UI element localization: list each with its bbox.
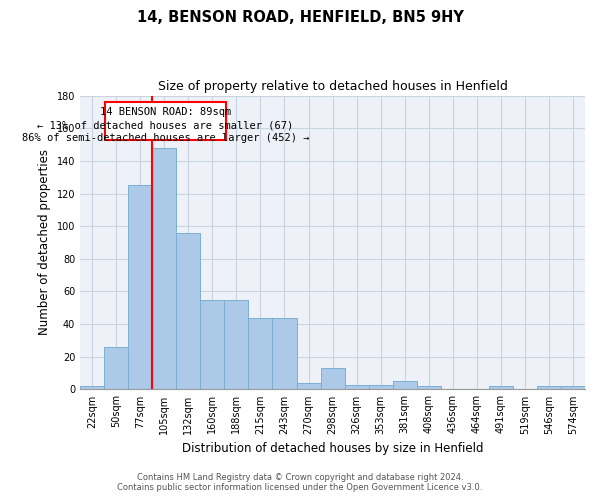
Bar [344, 384, 368, 390]
Bar [128, 186, 152, 390]
Bar [296, 383, 320, 390]
Y-axis label: Number of detached properties: Number of detached properties [38, 150, 51, 336]
Bar [368, 384, 392, 390]
Bar [489, 386, 513, 390]
Bar [537, 386, 561, 390]
Text: 14 BENSON ROAD: 89sqm: 14 BENSON ROAD: 89sqm [100, 107, 231, 117]
Bar [152, 148, 176, 390]
Bar [320, 368, 344, 390]
Text: 14, BENSON ROAD, HENFIELD, BN5 9HY: 14, BENSON ROAD, HENFIELD, BN5 9HY [137, 10, 463, 25]
Bar [200, 300, 224, 390]
Bar [248, 318, 272, 390]
Text: ← 13% of detached houses are smaller (67): ← 13% of detached houses are smaller (67… [37, 120, 293, 130]
Title: Size of property relative to detached houses in Henfield: Size of property relative to detached ho… [158, 80, 508, 93]
Bar [561, 386, 585, 390]
Bar [417, 386, 441, 390]
Text: 86% of semi-detached houses are larger (452) →: 86% of semi-detached houses are larger (… [22, 133, 309, 143]
Bar [224, 300, 248, 390]
Text: Contains HM Land Registry data © Crown copyright and database right 2024.
Contai: Contains HM Land Registry data © Crown c… [118, 473, 482, 492]
X-axis label: Distribution of detached houses by size in Henfield: Distribution of detached houses by size … [182, 442, 484, 455]
Bar [392, 382, 417, 390]
Bar [272, 318, 296, 390]
Bar [106, 102, 226, 140]
Bar [104, 347, 128, 390]
Bar [80, 386, 104, 390]
Bar [176, 232, 200, 390]
